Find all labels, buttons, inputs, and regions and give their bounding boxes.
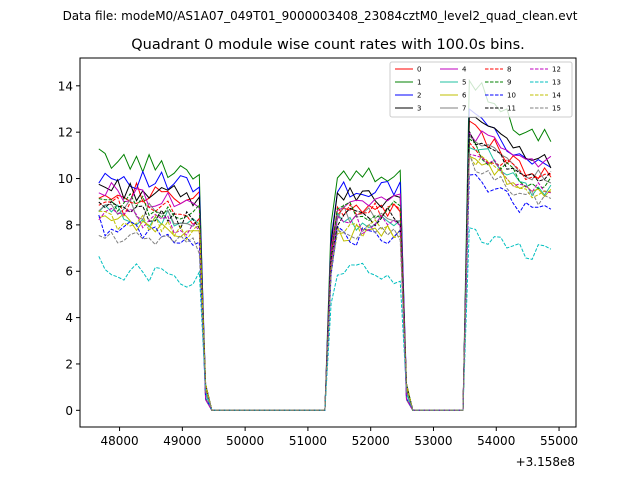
y-tick-label: 6 [65, 265, 73, 279]
y-tick-label: 4 [65, 311, 73, 325]
series-line-14 [98, 154, 551, 411]
series-line-9 [98, 137, 552, 411]
legend-label-14: 14 [552, 92, 561, 100]
legend-label-3: 3 [417, 105, 421, 113]
y-tick-label: 10 [58, 172, 73, 186]
chart-title: Quadrant 0 module wise count rates with … [131, 37, 525, 53]
x-tick-label: 55000 [540, 434, 578, 448]
x-tick-label: 52000 [352, 434, 390, 448]
x-tick-label: 49000 [163, 434, 201, 448]
legend-label-4: 4 [462, 66, 467, 74]
y-tick-label: 2 [65, 357, 73, 371]
series-line-13 [98, 227, 552, 411]
legend-label-11: 11 [507, 105, 516, 113]
x-tick-label: 51000 [289, 434, 327, 448]
x-tick-label: 50000 [226, 434, 264, 448]
figure-suptitle: Data file: modeM0/AS1A07_049T01_90000034… [63, 9, 578, 23]
legend-label-9: 9 [507, 79, 511, 87]
legend-label-8: 8 [507, 66, 511, 74]
legend-label-2: 2 [417, 92, 421, 100]
y-tick-label: 12 [58, 126, 73, 140]
x-axis-offset-label: +3.158e8 [516, 455, 575, 469]
legend-label-1: 1 [417, 79, 421, 87]
series-line-11 [98, 131, 552, 411]
y-tick-label: 8 [65, 218, 73, 232]
legend-label-6: 6 [462, 92, 467, 100]
legend-label-13: 13 [552, 79, 561, 87]
legend-label-7: 7 [462, 105, 466, 113]
y-tick-label: 14 [58, 79, 73, 93]
x-tick-label: 53000 [414, 434, 452, 448]
legend-frame [389, 61, 573, 118]
legend-label-0: 0 [417, 66, 421, 74]
legend-label-12: 12 [552, 66, 561, 74]
axes-ticks: 48000 49000 50000 51000 52000 53000 54000 55000… [58, 79, 578, 448]
x-tick-label: 48000 [100, 434, 138, 448]
y-tick-label: 0 [65, 404, 73, 418]
legend-label-10: 10 [507, 92, 516, 100]
legend-label-15: 15 [552, 105, 561, 113]
legend-label-5: 5 [462, 79, 466, 87]
plot-area-series [98, 78, 552, 411]
axes-frame [79, 57, 577, 428]
x-tick-label: 54000 [477, 434, 515, 448]
